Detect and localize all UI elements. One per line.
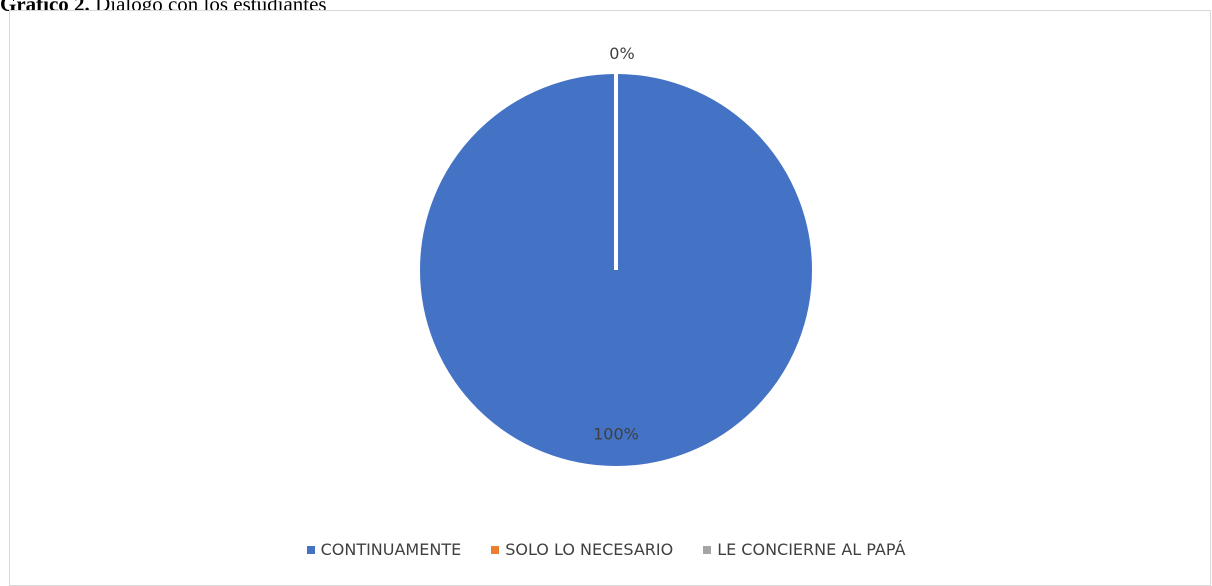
legend-label-continuamente: CONTINUAMENTE [320, 540, 462, 559]
legend-label-le-concierne-al-papa: LE CONCIERNE AL PAPÁ [717, 540, 906, 559]
legend-item-solo-lo-necesario: SOLO LO NECESARIO [491, 540, 673, 559]
pie-slices [418, 72, 814, 468]
pie-data-labels: 100% 0% [593, 44, 639, 443]
data-label-solo-lo-necesario: 0% [609, 44, 634, 63]
legend: CONTINUAMENTE SOLO LO NECESARIO LE CONCI… [0, 540, 1212, 559]
legend-item-continuamente: CONTINUAMENTE [306, 540, 462, 559]
data-label-continuamente: 100% [593, 424, 639, 443]
legend-item-le-concierne-al-papa: LE CONCIERNE AL PAPÁ [703, 540, 905, 559]
legend-swatch-continuamente [306, 545, 315, 554]
legend-swatch-le-concierne-al-papa [703, 545, 712, 554]
legend-swatch-solo-lo-necesario [491, 545, 500, 554]
legend-label-solo-lo-necesario: SOLO LO NECESARIO [505, 540, 674, 559]
